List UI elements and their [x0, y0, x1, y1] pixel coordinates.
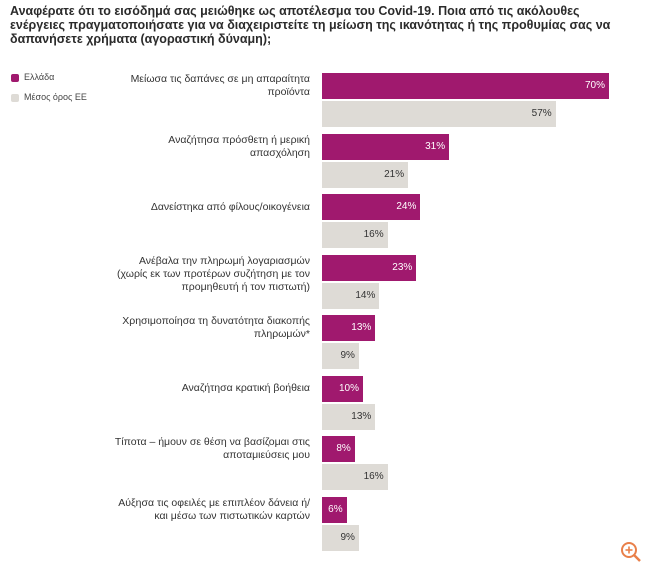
bar	[322, 133, 450, 160]
category-text: Αύξησα τις οφειλές με επιπλέον δάνεια ή/…	[118, 496, 310, 522]
bar	[322, 161, 409, 188]
legend-label: Ελλάδα	[24, 72, 55, 82]
legend-swatch	[11, 94, 19, 102]
bar	[322, 496, 347, 523]
bar	[322, 464, 388, 490]
bar	[322, 403, 376, 430]
value-label: 6%	[328, 503, 343, 515]
value-label: 70%	[584, 80, 605, 91]
bar	[322, 194, 421, 220]
category-label: Αύξησα τις οφειλές με επιπλέον δάνεια ή/…	[108, 497, 310, 523]
category-text: Δανείστηκα από φίλους/οικογένεια	[150, 200, 310, 213]
category-label: Μείωσα τις δαπάνες σε μη απαραίτητα προϊ…	[108, 73, 310, 99]
value-label: 13%	[351, 410, 372, 422]
value-label: 8%	[336, 443, 351, 454]
bar	[322, 282, 380, 309]
category-text: Αναζήτησα πρόσθετη ή μερική απασχόληση	[168, 133, 310, 159]
value-label: 9%	[340, 350, 355, 361]
category-label: Αναζήτησα κρατική βοήθεια	[108, 376, 310, 402]
value-label: 31%	[425, 140, 446, 152]
value-label: 21%	[384, 168, 405, 180]
category-text: Αναζήτησα κρατική βοήθεια	[181, 382, 310, 394]
chart-title: Αναφέρατε ότι το εισόδημά σας μειώθηκε ω…	[10, 4, 611, 46]
category-label: Τίποτα – ήμουν σε θέση να βασίζομαι στις…	[108, 436, 310, 462]
value-label: 57%	[531, 108, 552, 119]
legend-label: Μέσος όρος ΕΕ	[24, 92, 87, 102]
category-label: Ανέβαλα την πληρωμή λογαριασμών (χωρίς ε…	[108, 255, 310, 294]
legend-swatch	[11, 74, 19, 82]
value-label: 9%	[340, 531, 355, 543]
value-label: 14%	[355, 289, 376, 301]
category-label: Δανείστηκα από φίλους/οικογένεια	[108, 194, 310, 220]
bar	[322, 524, 359, 551]
bar	[322, 436, 355, 462]
category-label: Χρησιμοποίησα τη δυνατότητα διακοπής πλη…	[108, 315, 310, 341]
value-label: 16%	[363, 471, 384, 482]
value-label: 13%	[351, 322, 372, 333]
bar	[322, 101, 556, 127]
category-text: Τίποτα – ήμουν σε θέση να βασίζομαι στις…	[114, 436, 310, 461]
category-text: Μείωσα τις δαπάνες σε μη απαραίτητα προϊ…	[130, 73, 310, 98]
value-label: 23%	[392, 261, 413, 273]
bar	[322, 254, 417, 281]
value-label: 10%	[338, 382, 359, 394]
bar	[322, 222, 388, 248]
value-label: 16%	[363, 229, 384, 240]
category-text: Χρησιμοποίησα τη δυνατότητα διακοπής πλη…	[122, 315, 310, 340]
category-label: Αναζήτησα πρόσθετη ή μερική απασχόληση	[108, 134, 310, 160]
value-label: 24%	[396, 201, 417, 212]
bar	[322, 73, 609, 99]
bar	[322, 343, 359, 369]
bar	[322, 375, 363, 402]
bar	[322, 315, 376, 341]
zoom-icon[interactable]	[619, 540, 643, 564]
category-text: Ανέβαλα την πληρωμή λογαριασμών (χωρίς ε…	[117, 254, 310, 293]
